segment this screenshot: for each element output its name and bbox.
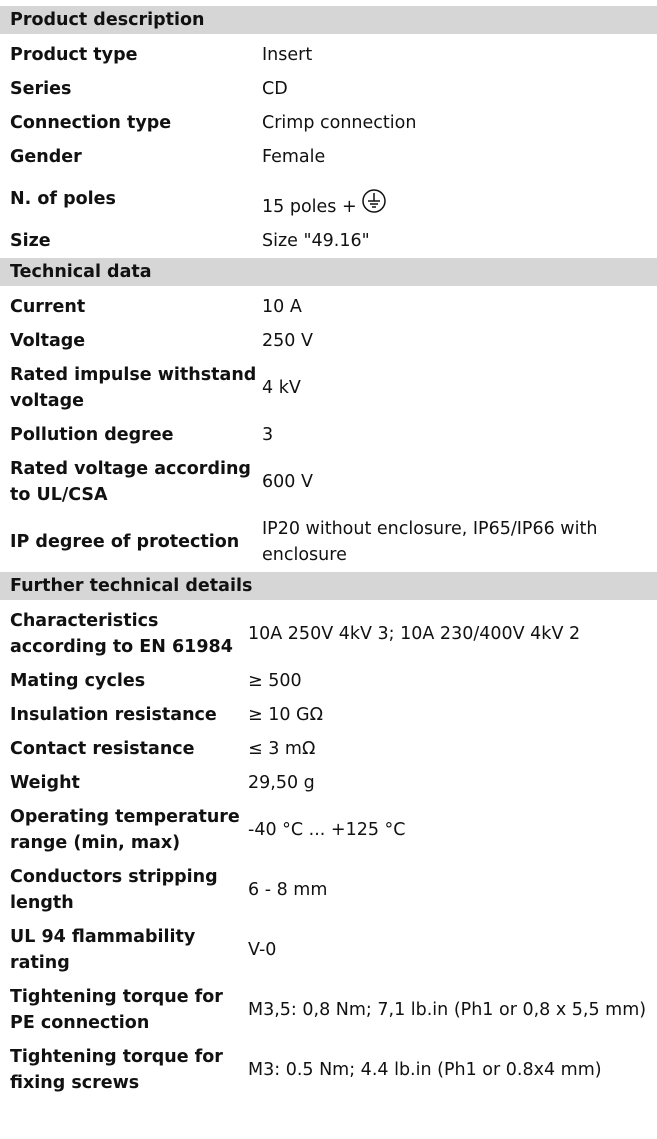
- spec-value-cell: V-0: [248, 937, 657, 963]
- spec-value: 4 kV: [262, 378, 301, 398]
- spec-label: Rated voltage according to UL/CSA: [10, 459, 251, 505]
- spec-label: Rated impulse withstand voltage: [10, 365, 257, 411]
- spec-value: Insert: [262, 45, 313, 65]
- spec-value: 6 - 8 mm: [248, 880, 328, 900]
- spec-label: Pollution degree: [10, 425, 174, 445]
- spec-row: Rated voltage according to UL/CSA 600 V: [0, 452, 657, 512]
- section: Technical data Current 10 A Voltage 250 V Rat…: [0, 258, 657, 572]
- section-title: Technical data: [0, 258, 657, 286]
- spec-value-cell: ≤ 3 mΩ: [248, 736, 657, 762]
- spec-label: Product type: [10, 45, 138, 65]
- spec-row: Mating cycles ≥ 500: [0, 664, 657, 698]
- spec-value-cell: Insert: [262, 42, 657, 68]
- spec-row: Current 10 A: [0, 290, 657, 324]
- spec-value-cell: 4 kV: [262, 375, 657, 401]
- spec-row: Tightening torque for fixing screws M3: 0…: [0, 1040, 657, 1100]
- spec-value: M3: 0.5 Nm; 4.4 lb.in (Ph1 or 0.8x4 mm): [248, 1060, 602, 1080]
- spec-label: Conductors stripping length: [10, 867, 218, 913]
- spec-row: Rated impulse withstand voltage 4 kV: [0, 358, 657, 418]
- spec-value: 15 poles +: [262, 197, 357, 217]
- spec-label: Operating temperature range (min, max): [10, 807, 240, 853]
- spec-row: Operating temperature range (min, max) -4…: [0, 800, 657, 860]
- spec-row: Voltage 250 V: [0, 324, 657, 358]
- spec-row: UL 94 flammability rating V-0: [0, 920, 657, 980]
- spec-label: N. of poles: [10, 189, 116, 209]
- spec-value: ≥ 500: [248, 671, 302, 691]
- spec-label: UL 94 flammability rating: [10, 927, 196, 973]
- section-title: Further technical details: [0, 572, 657, 600]
- spec-value: CD: [262, 79, 288, 99]
- spec-value-cell: ≥ 500: [248, 668, 657, 694]
- spec-row: Weight 29,50 g: [0, 766, 657, 800]
- spec-sheet: Product description Product type Insert Ser…: [0, 6, 657, 1100]
- spec-label: Tightening torque for fixing screws: [10, 1047, 223, 1093]
- spec-label: Weight: [10, 773, 80, 793]
- spec-label: Characteristics according to EN 61984: [10, 611, 233, 657]
- spec-value-cell: IP20 without enclosure, IP65/IP66 with e…: [262, 516, 657, 568]
- spec-value-cell: Size "49.16": [262, 228, 657, 254]
- spec-value-cell: Female: [262, 144, 657, 170]
- earth-icon: [361, 189, 386, 213]
- spec-row: Tightening torque for PE connection M3,5:…: [0, 980, 657, 1040]
- spec-label: Insulation resistance: [10, 705, 217, 725]
- spec-value: V-0: [248, 940, 277, 960]
- spec-row: Contact resistance ≤ 3 mΩ: [0, 732, 657, 766]
- section-title: Product description: [0, 6, 657, 34]
- spec-label: Gender: [10, 147, 82, 167]
- spec-value-cell: 250 V: [262, 328, 657, 354]
- spec-value: ≥ 10 GΩ: [248, 705, 323, 725]
- spec-value-cell: 3: [262, 422, 657, 448]
- spec-value-cell: 10 A: [262, 294, 657, 320]
- spec-value-cell: 10A 250V 4kV 3; 10A 230/400V 4kV 2: [248, 621, 657, 647]
- spec-value: IP20 without enclosure, IP65/IP66 with e…: [262, 519, 598, 565]
- spec-value: 10 A: [262, 297, 302, 317]
- section: Further technical details Characteristics…: [0, 572, 657, 1100]
- spec-label: Mating cycles: [10, 671, 146, 691]
- spec-value-cell: CD: [262, 76, 657, 102]
- spec-value: Female: [262, 147, 326, 167]
- spec-row: Pollution degree 3: [0, 418, 657, 452]
- spec-value: 250 V: [262, 331, 313, 351]
- spec-value: 3: [262, 425, 274, 445]
- spec-row: Insulation resistance ≥ 10 GΩ: [0, 698, 657, 732]
- spec-value-cell: 15 poles +: [262, 178, 657, 220]
- spec-value: ≤ 3 mΩ: [248, 739, 316, 759]
- spec-value-cell: 6 - 8 mm: [248, 877, 657, 903]
- spec-value-cell: M3,5: 0,8 Nm; 7,1 lb.in (Ph1 or 0,8 x 5,…: [248, 997, 657, 1023]
- section: Product description Product type Insert Ser…: [0, 6, 657, 258]
- spec-value: M3,5: 0,8 Nm; 7,1 lb.in (Ph1 or 0,8 x 5,…: [248, 1000, 647, 1020]
- spec-label: Series: [10, 79, 72, 99]
- spec-label: Tightening torque for PE connection: [10, 987, 223, 1033]
- spec-value: 600 V: [262, 472, 313, 492]
- spec-label: Connection type: [10, 113, 172, 133]
- spec-value: 29,50 g: [248, 773, 315, 793]
- spec-row: Connection type Crimp connection: [0, 106, 657, 140]
- spec-value-cell: M3: 0.5 Nm; 4.4 lb.in (Ph1 or 0.8x4 mm): [248, 1057, 657, 1083]
- spec-value: 10A 250V 4kV 3; 10A 230/400V 4kV 2: [248, 624, 581, 644]
- spec-label: IP degree of protection: [10, 532, 240, 552]
- spec-label: Current: [10, 297, 86, 317]
- spec-row: IP degree of protection IP20 without encl…: [0, 512, 657, 572]
- spec-row: N. of poles 15 poles +: [0, 174, 657, 224]
- spec-row: Product type Insert: [0, 38, 657, 72]
- spec-value: Crimp connection: [262, 113, 417, 133]
- spec-label: Contact resistance: [10, 739, 195, 759]
- spec-value-cell: 600 V: [262, 469, 657, 495]
- spec-value-cell: ≥ 10 GΩ: [248, 702, 657, 728]
- spec-label: Size: [10, 231, 51, 251]
- spec-row: Conductors stripping length 6 - 8 mm: [0, 860, 657, 920]
- spec-label: Voltage: [10, 331, 86, 351]
- spec-row: Gender Female: [0, 140, 657, 174]
- spec-row: Series CD: [0, 72, 657, 106]
- spec-row: Characteristics according to EN 61984 10A…: [0, 604, 657, 664]
- spec-value-cell: 29,50 g: [248, 770, 657, 796]
- spec-value-cell: Crimp connection: [262, 110, 657, 136]
- spec-value: Size "49.16": [262, 231, 370, 251]
- spec-row: Size Size "49.16": [0, 224, 657, 258]
- spec-value-cell: -40 °C ... +125 °C: [248, 817, 657, 843]
- spec-value: -40 °C ... +125 °C: [248, 820, 406, 840]
